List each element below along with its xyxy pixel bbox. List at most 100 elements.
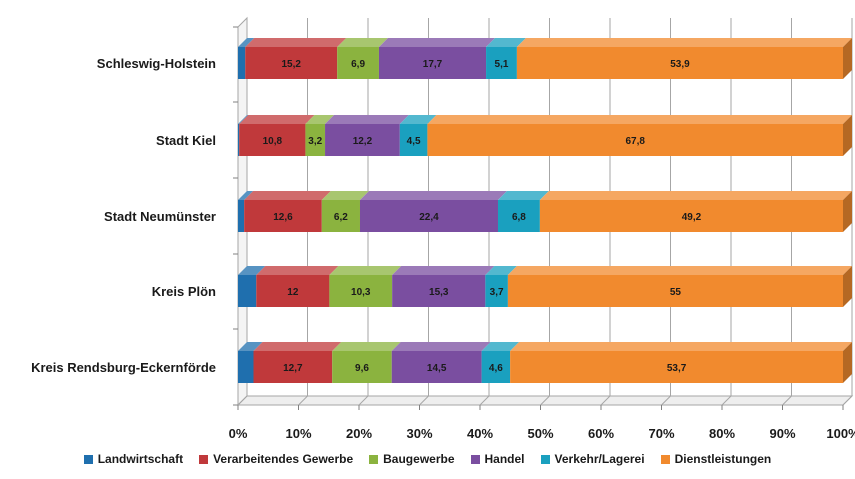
gridline-floor: [661, 395, 671, 406]
bar-segment: [486, 47, 517, 79]
legend-swatch: [470, 454, 480, 464]
bar-segment-top: [238, 115, 249, 124]
bar-segment-top: [337, 38, 388, 47]
bar-segment: [539, 200, 843, 232]
bar-segment-top: [244, 191, 331, 200]
bar-segment: [244, 200, 322, 232]
legend-label: Verkehr/Lagerei: [554, 452, 645, 466]
bar-end-side: [843, 342, 852, 383]
x-tick-label: 30%: [406, 426, 432, 441]
bar-segment-top: [238, 191, 254, 200]
bar-segment-top: [391, 342, 491, 351]
gridline-floor: [419, 395, 429, 406]
x-axis-ticks: 0% 10% 20% 30% 40% 50% 60% 70% 80% 90% 100%: [229, 426, 855, 441]
bar-segment-top: [510, 342, 852, 351]
gridline-floor: [540, 395, 550, 406]
data-label: 15,3: [429, 287, 449, 298]
bar-segment: [516, 47, 843, 79]
data-label: 3,2: [308, 136, 322, 147]
data-label: 14,5: [427, 363, 447, 374]
category-label: Schleswig-Holstein: [97, 56, 216, 71]
bar-segment-top: [378, 38, 496, 47]
bar-end-side: [843, 191, 852, 232]
data-label: 67,8: [625, 136, 645, 147]
legend-label: Baugewerbe: [383, 452, 455, 466]
bar-segment-top: [325, 115, 409, 124]
legend-label: Dienstleistungen: [674, 452, 772, 466]
legend-swatch: [540, 454, 550, 464]
bar-segment-top: [238, 266, 266, 275]
bar-segment: [485, 275, 508, 307]
bar-segment-top: [399, 115, 437, 124]
bar-segment: [337, 47, 379, 79]
legend-item: Verarbeitendes Gewerbe: [199, 452, 353, 466]
bar-segment-top: [486, 38, 526, 47]
data-label: 12,6: [273, 212, 293, 223]
bar-segment: [238, 47, 246, 79]
bar-segment-top: [392, 266, 495, 275]
data-label: 17,7: [423, 59, 443, 70]
bar-segment: [392, 275, 486, 307]
bar-segment-top: [329, 266, 402, 275]
bar-segment: [391, 351, 482, 383]
data-label: 3,7: [490, 287, 504, 298]
bar-segment: [427, 124, 843, 156]
bar-segment-top: [245, 38, 347, 47]
bar-segment-top: [238, 342, 263, 351]
bar-segment: [399, 124, 428, 156]
bar-segment-top: [321, 191, 369, 200]
bar-segment-top: [427, 115, 852, 124]
x-tick-label: 20%: [346, 426, 372, 441]
bar-segment: [321, 200, 360, 232]
bar-segment-top: [481, 342, 520, 351]
legend-swatch: [83, 454, 93, 464]
gridline-floor: [237, 395, 248, 406]
bar-segments: 15,2 6,9 17,7 5,1 53,9 10,8 3,2 12,2 4,5 67,8 12,6…: [238, 38, 852, 383]
bar-segment-top: [332, 342, 401, 351]
bar-segment: [359, 200, 498, 232]
bar-end-side: [843, 38, 852, 79]
category-label: Stadt Neumünster: [104, 209, 216, 224]
bar-segment: [507, 275, 843, 307]
gridline-floor: [842, 395, 853, 406]
gridlines: [233, 18, 853, 410]
bar-segment-top: [256, 266, 339, 275]
data-label: 12: [287, 287, 299, 298]
bar-segment: [238, 124, 240, 156]
legend-item: Dienstleistungen: [660, 452, 772, 466]
bar-segment: [332, 351, 392, 383]
bar-segment: [238, 351, 254, 383]
data-label: 55: [670, 287, 682, 298]
data-label: 6,2: [334, 212, 348, 223]
bar-segment-top: [359, 191, 507, 200]
data-label: 4,5: [407, 136, 421, 147]
legend-item: Baugewerbe: [369, 452, 455, 466]
bar-segment: [325, 124, 400, 156]
bar-segment: [497, 200, 540, 232]
x-tick-label: 0%: [229, 426, 248, 441]
bar-segment-top: [507, 266, 852, 275]
bar-segment-top: [516, 38, 852, 47]
data-label: 15,2: [282, 59, 302, 70]
bar-segment-top: [253, 342, 342, 351]
data-label: 10,8: [263, 136, 283, 147]
bar-segment: [510, 351, 843, 383]
legend-label: Handel: [484, 452, 525, 466]
bar-segment-top: [539, 191, 852, 200]
legend-item: Verkehr/Lagerei: [540, 452, 645, 466]
category-labels: Schleswig-Holstein Stadt Kiel Stadt Neumün…: [31, 56, 216, 375]
gridline-floor: [479, 395, 490, 406]
category-label: Kreis Plön: [152, 284, 216, 299]
bar-segment: [329, 275, 393, 307]
bar-segment: [239, 124, 306, 156]
data-label: 53,7: [667, 363, 687, 374]
bar-segment: [253, 351, 333, 383]
gridline-floor: [358, 395, 369, 406]
bar-segment-top: [238, 38, 255, 47]
bar-segment-top: [239, 115, 315, 124]
data-label: 9,6: [355, 363, 369, 374]
legend-swatch: [199, 454, 209, 464]
gridline-floor: [298, 395, 308, 406]
legend-item: Landwirtschaft: [83, 452, 183, 466]
x-tick-label: 60%: [588, 426, 614, 441]
